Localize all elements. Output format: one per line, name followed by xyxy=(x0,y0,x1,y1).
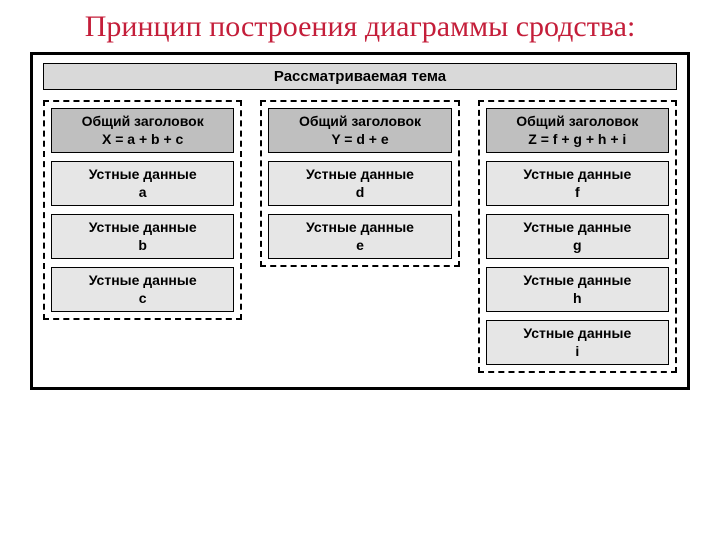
data-line: i xyxy=(489,343,666,361)
columns-container: Общий заголовок X = a + b + c Устные дан… xyxy=(43,100,677,373)
data-line: Устные данные xyxy=(489,325,666,343)
data-line: h xyxy=(489,290,666,308)
data-line: Устные данные xyxy=(489,166,666,184)
data-line: Устные данные xyxy=(271,219,448,237)
data-line: Устные данные xyxy=(489,219,666,237)
header-line: Z = f + g + h + i xyxy=(489,131,666,149)
data-line: Устные данные xyxy=(54,166,231,184)
data-line: e xyxy=(271,237,448,255)
data-box-d: Устные данные d xyxy=(268,161,451,206)
group-header-x: Общий заголовок X = a + b + c xyxy=(51,108,234,153)
data-line: g xyxy=(489,237,666,255)
data-line: b xyxy=(54,237,231,255)
header-line: Общий заголовок xyxy=(489,113,666,131)
header-line: Общий заголовок xyxy=(271,113,448,131)
data-line: Устные данные xyxy=(271,166,448,184)
data-line: Устные данные xyxy=(489,272,666,290)
topic-bar: Рассматриваемая тема xyxy=(43,63,677,90)
data-box-b: Устные данные b xyxy=(51,214,234,259)
data-box-e: Устные данные e xyxy=(268,214,451,259)
group-z: Общий заголовок Z = f + g + h + i Устные… xyxy=(478,100,677,373)
group-header-y: Общий заголовок Y = d + e xyxy=(268,108,451,153)
data-line: Устные данные xyxy=(54,272,231,290)
data-box-i: Устные данные i xyxy=(486,320,669,365)
data-line: f xyxy=(489,184,666,202)
diagram-frame: Рассматриваемая тема Общий заголовок X =… xyxy=(30,52,690,390)
group-y: Общий заголовок Y = d + e Устные данные … xyxy=(260,100,459,267)
page-title: Принцип построения диаграммы сродства: xyxy=(0,0,720,52)
data-box-g: Устные данные g xyxy=(486,214,669,259)
header-line: Общий заголовок xyxy=(54,113,231,131)
data-box-f: Устные данные f xyxy=(486,161,669,206)
header-line: X = a + b + c xyxy=(54,131,231,149)
data-line: c xyxy=(54,290,231,308)
header-line: Y = d + e xyxy=(271,131,448,149)
data-box-h: Устные данные h xyxy=(486,267,669,312)
group-x: Общий заголовок X = a + b + c Устные дан… xyxy=(43,100,242,320)
group-header-z: Общий заголовок Z = f + g + h + i xyxy=(486,108,669,153)
data-box-c: Устные данные c xyxy=(51,267,234,312)
data-line: Устные данные xyxy=(54,219,231,237)
data-line: a xyxy=(54,184,231,202)
data-line: d xyxy=(271,184,448,202)
data-box-a: Устные данные a xyxy=(51,161,234,206)
